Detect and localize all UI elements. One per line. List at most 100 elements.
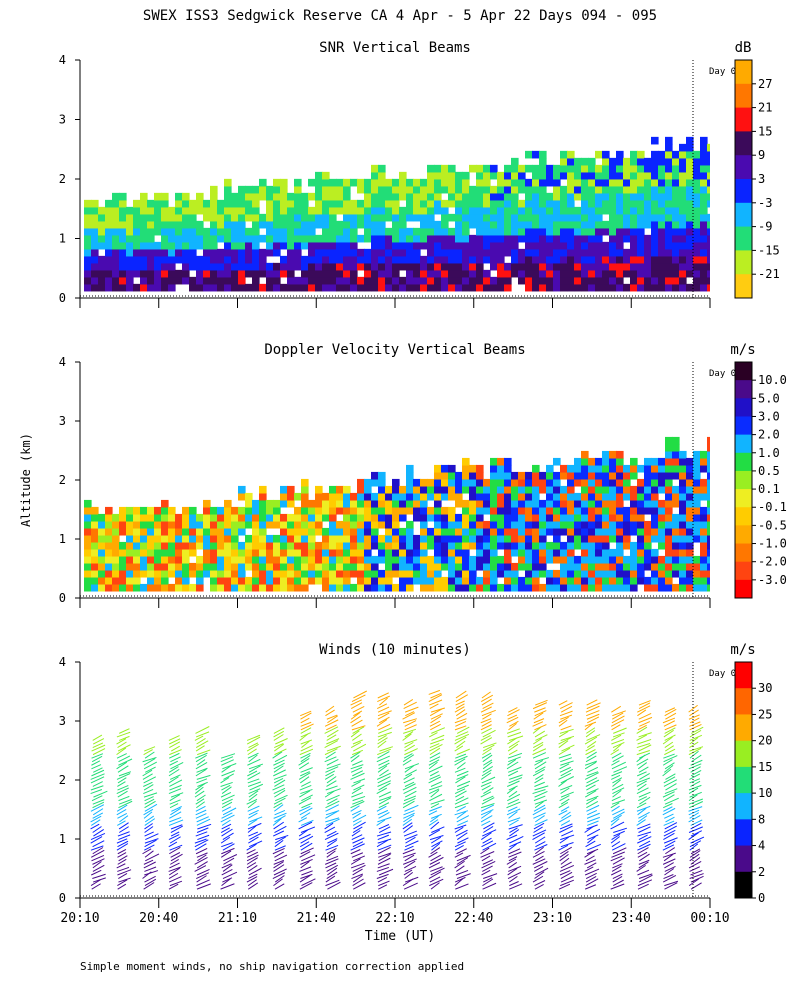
- x-tick-label: 20:10: [60, 911, 99, 926]
- colorbar-swatch: [735, 131, 752, 156]
- y-tick-label: 0: [59, 591, 66, 605]
- panel-1: SNR Vertical Beams dB Day 0 0 1 2 3 4 27 21 15 9 3 -3…: [59, 40, 780, 308]
- wind-profile: [506, 707, 524, 890]
- colorbar-label: 1.0: [758, 446, 780, 460]
- colorbar-label: 4: [758, 839, 765, 853]
- colorbar-units: m/s: [730, 642, 755, 658]
- wind-profile: [558, 700, 575, 890]
- colorbar-label: -9: [758, 220, 772, 234]
- colorbar-label: 21: [758, 101, 772, 115]
- colorbar-label: 9: [758, 148, 765, 162]
- colorbar-swatch: [735, 579, 752, 599]
- colorbar-swatch: [735, 688, 752, 715]
- y-tick-label: 3: [59, 113, 66, 127]
- plot-area: [84, 436, 710, 592]
- wind-profile: [688, 704, 705, 890]
- colorbar-swatch: [735, 452, 752, 472]
- wind-profile: [194, 726, 212, 890]
- wind-profile: [142, 746, 160, 890]
- colorbar-label: 30: [758, 681, 772, 695]
- y-axis-label: Altitude (km): [19, 433, 33, 527]
- wind-profile: [220, 753, 238, 890]
- main-title: SWEX ISS3 Sedgwick Reserve CA 4 Apr - 5 …: [143, 8, 657, 24]
- colorbar-swatch: [735, 845, 752, 873]
- colorbar-swatch: [735, 380, 752, 399]
- colorbar-label: -15: [758, 243, 780, 257]
- colorbar-swatch: [735, 714, 752, 742]
- wind-profile: [90, 734, 108, 890]
- colorbar-label: 0.1: [758, 482, 780, 496]
- colorbar-swatch: [735, 60, 752, 85]
- colorbar-frame: [734, 661, 753, 899]
- wind-profile: [480, 691, 498, 890]
- panel-title: SNR Vertical Beams: [319, 40, 471, 56]
- colorbar-label: -3: [758, 196, 772, 210]
- wind-profile: [636, 700, 653, 890]
- wind-profile: [246, 734, 264, 890]
- colorbar-label: 0: [758, 891, 765, 905]
- colorbar-swatch: [735, 107, 752, 132]
- colorbar-swatch: [735, 507, 752, 526]
- colorbar-swatch: [735, 470, 752, 490]
- colorbar-swatch: [735, 274, 752, 299]
- colorbar-label: 0.5: [758, 464, 780, 478]
- colorbar-swatch: [735, 202, 752, 228]
- colorbar-label: -21: [758, 267, 780, 281]
- colorbar-swatch: [735, 561, 752, 581]
- y-tick-label: 2: [59, 773, 66, 787]
- x-tick-label: 21:10: [218, 911, 257, 926]
- wind-profile: [376, 692, 394, 890]
- colorbar-label: -3.0: [758, 573, 787, 587]
- y-tick-label: 1: [59, 532, 66, 546]
- y-tick-label: 3: [59, 714, 66, 728]
- colorbar-label: -0.5: [758, 518, 787, 532]
- y-tick-label: 3: [59, 414, 66, 428]
- day-label: Day 0: [709, 67, 736, 77]
- colorbar-swatch: [735, 543, 752, 563]
- colorbar-units: dB: [735, 40, 752, 56]
- y-tick-label: 0: [59, 291, 66, 305]
- wind-profile: [428, 689, 446, 890]
- panel-title: Doppler Velocity Vertical Beams: [264, 342, 525, 358]
- colorbar-label: 27: [758, 77, 772, 91]
- wind-profile: [350, 690, 368, 890]
- colorbar-swatch: [735, 226, 752, 251]
- colorbar-label: 10.0: [758, 373, 787, 387]
- y-tick-label: 2: [59, 172, 66, 186]
- x-tick-label: 22:40: [454, 911, 493, 926]
- y-tick-label: 4: [59, 53, 66, 67]
- wind-profile: [116, 728, 133, 890]
- footnote: Simple moment winds, no ship navigation …: [80, 960, 464, 973]
- colorbar-swatch: [735, 819, 752, 847]
- colorbar-label: 8: [758, 812, 765, 826]
- plot-area: [84, 136, 710, 292]
- colorbar-swatch: [735, 662, 752, 689]
- wind-profile: [272, 727, 289, 890]
- panel-3: Winds (10 minutes) m/s Day 0 0 1 2 3 4 20:10 20:4…: [59, 642, 773, 926]
- x-tick-label: 23:10: [533, 911, 572, 926]
- colorbar-swatch: [735, 489, 752, 508]
- colorbar-swatch: [735, 793, 752, 820]
- colorbar-swatch: [735, 766, 752, 794]
- colorbar-label: 3: [758, 172, 765, 186]
- colorbar-frame: [734, 361, 753, 599]
- colorbar-swatch: [735, 83, 752, 109]
- colorbar-swatch: [735, 250, 752, 275]
- colorbar-swatch: [735, 179, 752, 204]
- colorbar-label: 5.0: [758, 391, 780, 405]
- wind-profile: [610, 705, 628, 890]
- wind-profile: [532, 699, 550, 890]
- plot-area: [90, 689, 705, 890]
- wind-profile: [298, 710, 316, 890]
- colorbar: 10.0 5.0 3.0 2.0 1.0 0.5 0.1 -0.1 -0.5 -1.0 -2.0 -3…: [734, 361, 787, 599]
- x-tick-label: 21:40: [297, 911, 336, 926]
- colorbar-label: 25: [758, 707, 772, 721]
- day-label: Day 0: [709, 369, 736, 379]
- colorbar-label: -1.0: [758, 537, 787, 551]
- x-tick-label: 20:40: [139, 911, 178, 926]
- colorbar-swatch: [735, 362, 752, 381]
- colorbar-swatch: [735, 525, 752, 545]
